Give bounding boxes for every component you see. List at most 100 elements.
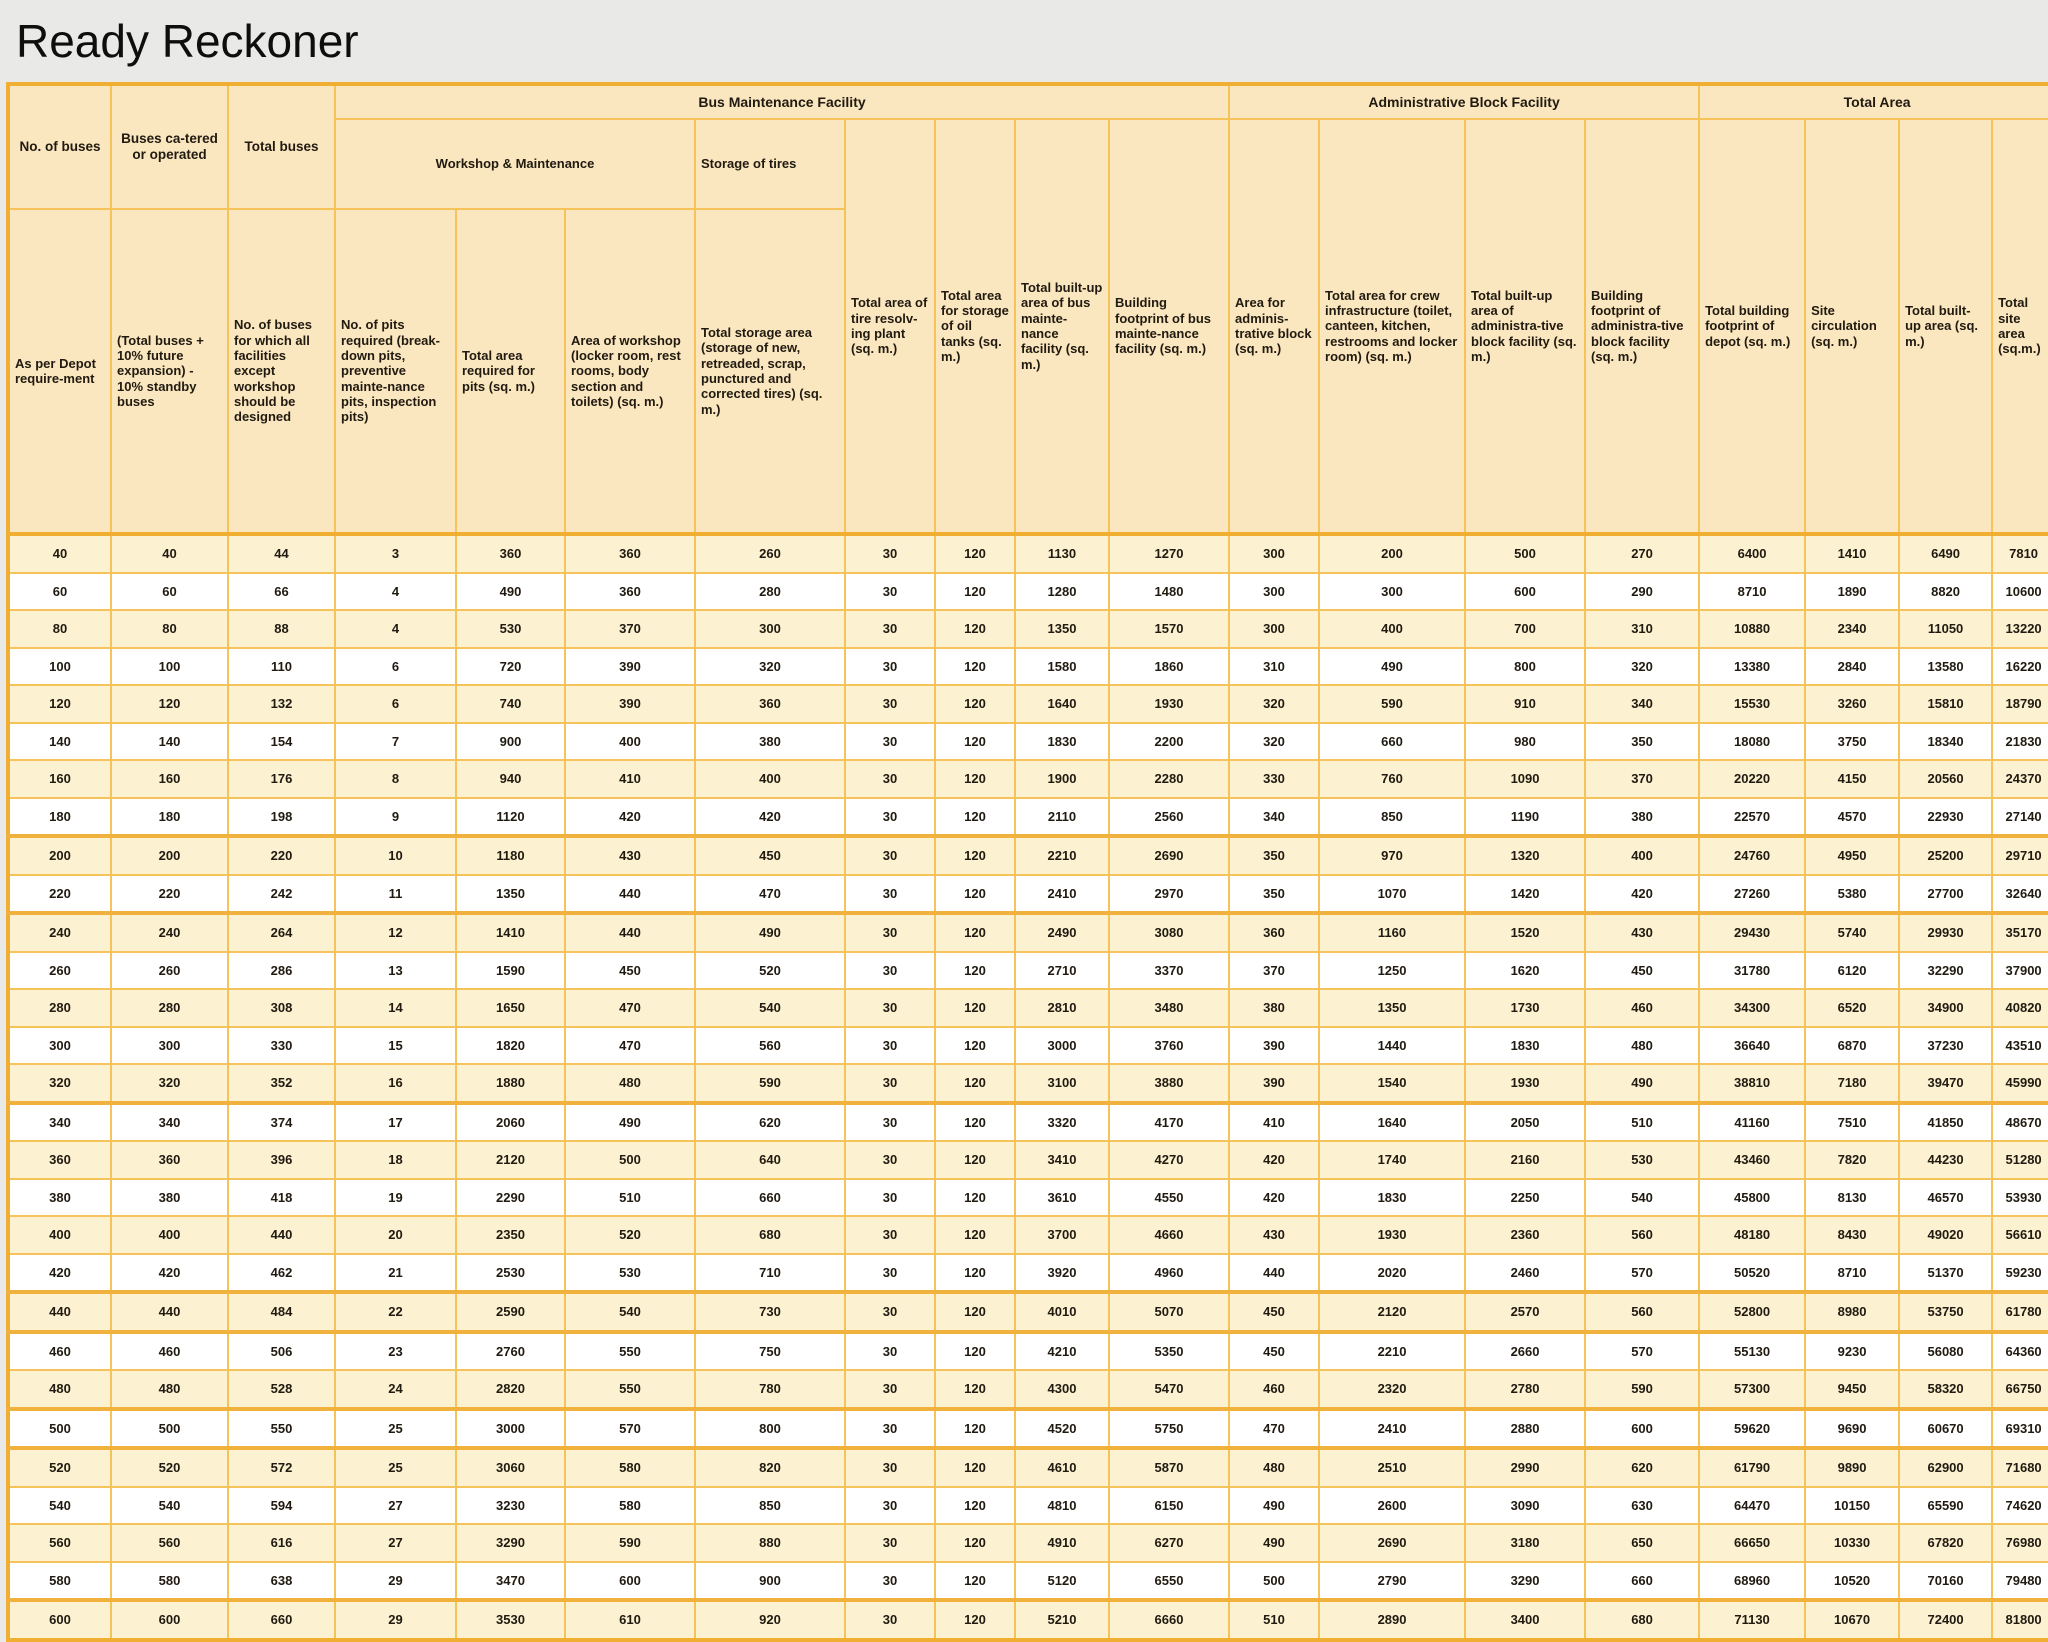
table-cell: 1090 [1464, 759, 1587, 799]
table-cell: 680 [1584, 1599, 1701, 1641]
table-cell: 48670 [1991, 1101, 2048, 1142]
table-row: 80 80 88 4 530 370 300 30 120 1350 1570 300 400 700 31… [7, 609, 2048, 649]
table-cell: 59620 [1698, 1407, 1807, 1450]
table-cell: 760 [1318, 759, 1467, 799]
table-cell: 410 [1228, 1101, 1321, 1142]
table-cell: 9690 [1804, 1407, 1901, 1450]
table-cell: 30 [844, 646, 936, 686]
table-cell: 15 [334, 1025, 457, 1065]
table-cell: 500 [7, 1407, 112, 1450]
table-cell: 410 [564, 759, 696, 799]
table-cell: 2880 [1464, 1407, 1587, 1450]
table-cell: 120 [934, 1485, 1016, 1525]
table-cell: 600 [1584, 1407, 1701, 1450]
table-cell: 880 [694, 1523, 846, 1563]
table-cell: 29 [334, 1599, 457, 1641]
table-cell: 132 [227, 684, 336, 724]
table-cell: 18340 [1898, 721, 1994, 761]
table-cell: 29430 [1698, 912, 1807, 953]
table-cell: 540 [1584, 1177, 1701, 1217]
table-cell: 120 [934, 1369, 1016, 1411]
table-cell: 25200 [1898, 835, 1994, 876]
table-cell: 1570 [1107, 609, 1231, 649]
table-cell: 3080 [1107, 912, 1231, 953]
table-cell: 540 [7, 1485, 112, 1525]
table-cell: 1640 [1318, 1101, 1467, 1142]
table-cell: 400 [564, 721, 696, 761]
table-cell: 500 [1228, 1560, 1321, 1602]
table-cell: 13580 [1898, 646, 1994, 686]
table-cell: 1190 [1464, 796, 1587, 838]
table-cell: 360 [564, 533, 696, 574]
table-cell: 30 [844, 1025, 936, 1065]
table-cell: 198 [227, 796, 336, 838]
table-cell: 242 [227, 873, 336, 915]
table-cell: 1620 [1464, 950, 1587, 990]
table-cell: 300 [7, 1025, 112, 1065]
header-footprint-admin-block: Building footprint of administra-tive bl… [1584, 118, 1701, 535]
table-cell: 37900 [1991, 950, 2048, 990]
table-cell: 30 [844, 950, 936, 990]
table-cell: 71130 [1698, 1599, 1807, 1641]
table-cell: 370 [564, 609, 696, 649]
table-cell: 3880 [1107, 1063, 1231, 1105]
table-cell: 320 [7, 1063, 112, 1105]
table-cell: 67820 [1898, 1523, 1994, 1563]
table-cell: 2280 [1107, 759, 1231, 799]
table-cell: 120 [934, 609, 1016, 649]
table-row: 480 480 528 24 2820 550 780 30 120 4300 5470 460 232… [7, 1369, 2048, 1411]
table-cell: 16 [334, 1063, 457, 1105]
table-cell: 570 [1584, 1252, 1701, 1294]
table-row: 380 380 418 19 2290 510 660 30 120 3610 4550 420 183… [7, 1177, 2048, 1217]
table-cell: 80 [7, 609, 112, 649]
table-cell: 120 [934, 1025, 1016, 1065]
table-cell: 36640 [1698, 1025, 1807, 1065]
table-cell: 3530 [455, 1599, 566, 1641]
table-cell: 560 [1584, 1215, 1701, 1255]
table-cell: 440 [1228, 1252, 1321, 1294]
table-cell: 39470 [1898, 1063, 1994, 1105]
table-cell: 2410 [1014, 873, 1110, 915]
table-cell: 4660 [1107, 1215, 1231, 1255]
table-cell: 1420 [1464, 873, 1587, 915]
table-cell: 1320 [1464, 835, 1587, 876]
table-cell: 6270 [1107, 1523, 1231, 1563]
table-cell: 2020 [1318, 1252, 1467, 1294]
table-cell: 730 [694, 1291, 846, 1334]
table-cell: 6 [334, 684, 457, 724]
table-cell: 120 [934, 796, 1016, 838]
table-cell: 18 [334, 1140, 457, 1180]
table-cell: 5380 [1804, 873, 1901, 915]
table-cell: 300 [1318, 571, 1467, 611]
table-cell: 940 [455, 759, 566, 799]
table-cell: 8710 [1698, 571, 1807, 611]
table-cell: 57300 [1698, 1369, 1807, 1411]
table-cell: 1280 [1014, 571, 1110, 611]
table-cell: 7 [334, 721, 457, 761]
table-cell: 1730 [1464, 988, 1587, 1028]
table-cell: 900 [455, 721, 566, 761]
table-cell: 740 [455, 684, 566, 724]
table-cell: 120 [110, 684, 229, 724]
table-cell: 2210 [1318, 1330, 1467, 1371]
table-cell: 3920 [1014, 1252, 1110, 1294]
table-cell: 460 [7, 1330, 112, 1371]
table-row: 40 40 44 3 360 360 260 30 120 1130 1270 300 200 500 27… [7, 533, 2048, 574]
table-cell: 58320 [1898, 1369, 1994, 1411]
table-cell: 11050 [1898, 609, 1994, 649]
table-cell: 51370 [1898, 1252, 1994, 1294]
table-cell: 450 [1584, 950, 1701, 990]
table-cell: 4910 [1014, 1523, 1110, 1563]
table-cell: 3610 [1014, 1177, 1110, 1217]
table-cell: 8710 [1804, 1252, 1901, 1294]
table-cell: 620 [1584, 1447, 1701, 1488]
table-cell: 380 [7, 1177, 112, 1217]
table-cell: 710 [694, 1252, 846, 1294]
table-cell: 520 [694, 950, 846, 990]
table-row: 560 560 616 27 3290 590 880 30 120 4910 6270 490 269… [7, 1523, 2048, 1563]
table-cell: 27700 [1898, 873, 1994, 915]
table-cell: 360 [455, 533, 566, 574]
table-cell: 1880 [455, 1063, 566, 1105]
table-cell: 180 [110, 796, 229, 838]
table-cell: 6120 [1804, 950, 1901, 990]
